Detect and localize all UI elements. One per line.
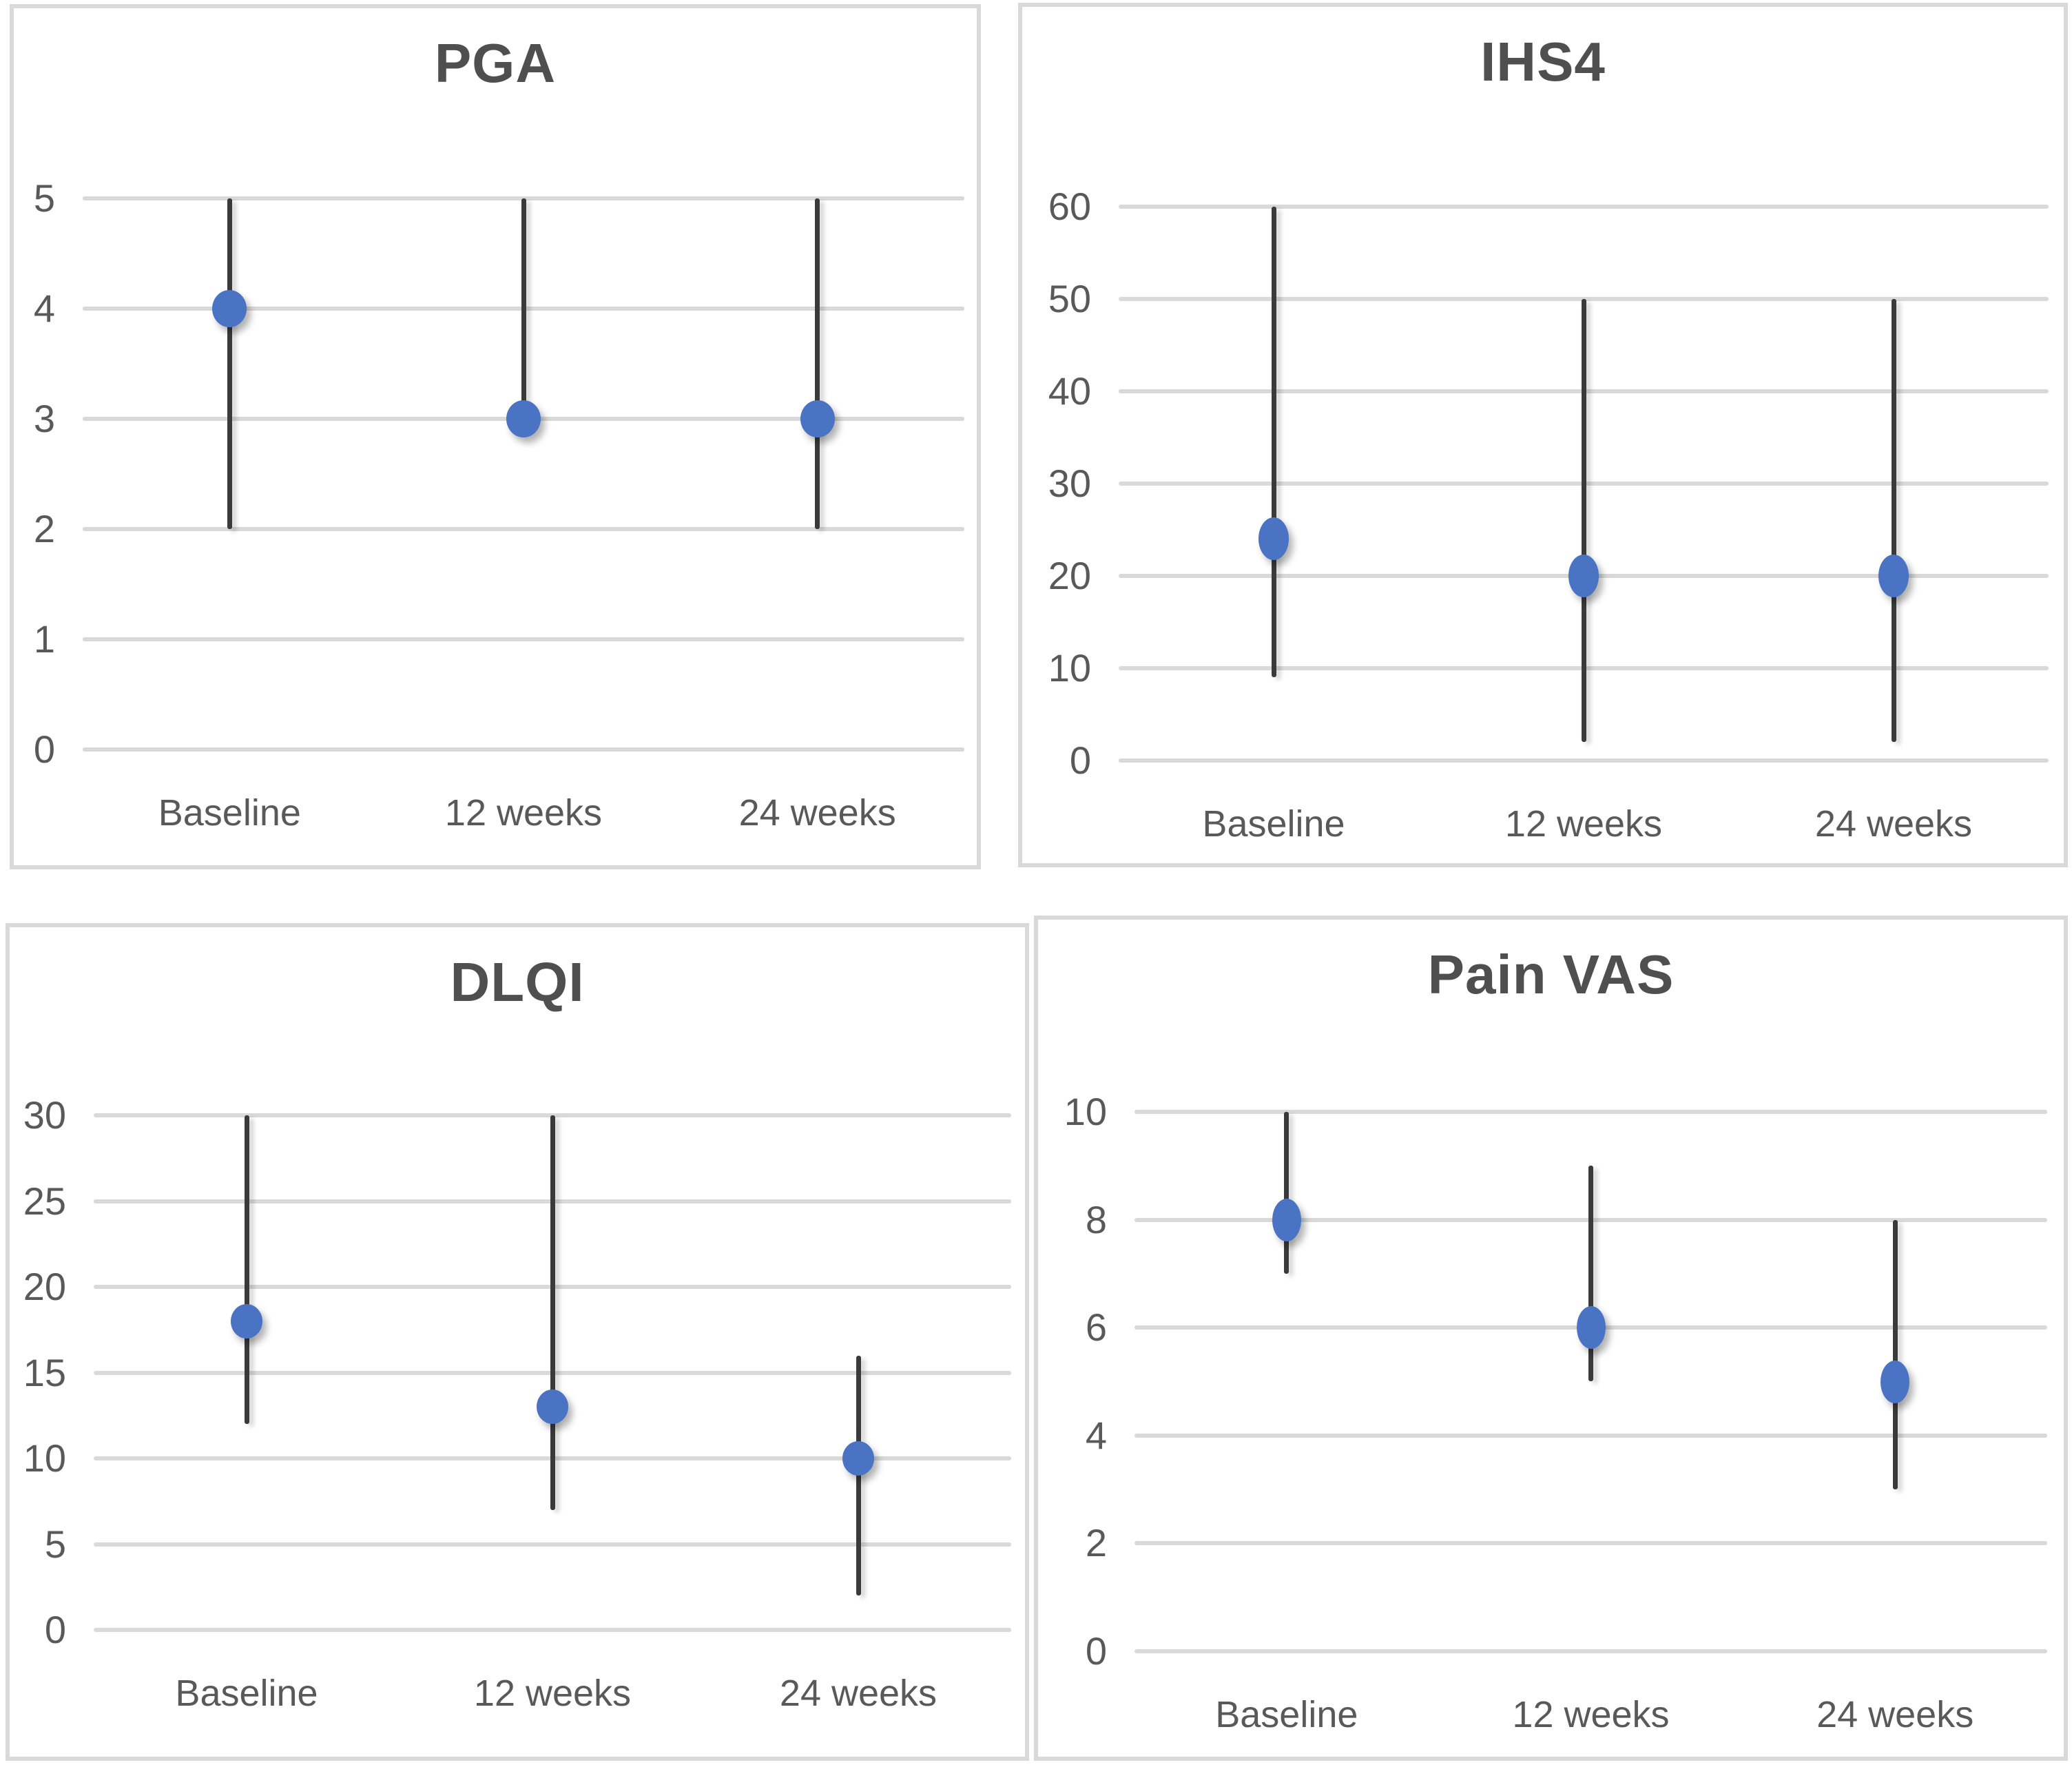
x-category-label: 12 weeks (444, 792, 603, 834)
y-axis-tick-label: 2 (33, 507, 55, 550)
error-bar (1284, 1112, 1289, 1274)
y-axis-tick-label: 0 (33, 727, 55, 771)
y-axis-tick-label: 4 (1085, 1413, 1107, 1457)
gridline (1135, 1541, 2047, 1546)
error-bar (1588, 1166, 1593, 1382)
error-bar (227, 198, 232, 529)
y-axis-tick-label: 25 (23, 1179, 66, 1223)
y-axis-tick-label: 1 (33, 617, 55, 661)
data-point-marker (1576, 1306, 1606, 1350)
gridline (83, 747, 964, 752)
data-point-marker (842, 1441, 874, 1476)
x-category-label: Baseline (1215, 1694, 1358, 1735)
gridline (1119, 205, 2049, 209)
data-point-marker (537, 1389, 568, 1425)
data-point-marker (1881, 1360, 1910, 1403)
y-axis-tick-label: 40 (1048, 369, 1091, 413)
y-axis-tick-label: 10 (1064, 1090, 1107, 1133)
error-bar (244, 1115, 249, 1425)
data-point-marker (1258, 517, 1289, 561)
chart-title: IHS4 (1480, 31, 1606, 92)
y-axis-tick-label: 0 (1085, 1629, 1107, 1673)
data-point-marker (212, 290, 247, 327)
error-bar (521, 198, 526, 419)
gridline (83, 527, 964, 531)
x-category-label: 12 weeks (1504, 803, 1663, 845)
error-bar (815, 198, 820, 529)
error-bar (1581, 299, 1586, 743)
y-axis-tick-label: 60 (1048, 185, 1091, 228)
error-bar (1891, 299, 1896, 743)
error-bar (1271, 207, 1276, 678)
gridline (83, 637, 964, 641)
data-point-marker (1568, 555, 1599, 597)
y-axis-tick-label: 20 (23, 1265, 66, 1308)
data-point-marker (1272, 1198, 1301, 1241)
y-axis-tick-label: 3 (33, 397, 55, 440)
x-category-label: 12 weeks (473, 1673, 632, 1714)
x-category-label: Baseline (175, 1673, 318, 1714)
error-bar (550, 1115, 555, 1510)
chart-title: PGA (434, 32, 557, 94)
gridline (1135, 1433, 2047, 1438)
x-category-label: Baseline (158, 792, 301, 834)
x-category-label: Baseline (1202, 803, 1345, 845)
y-axis-tick-label: 15 (23, 1350, 66, 1394)
chart-panel-dlqi: DLQI 30 25 20 15 10 5 0 Baseline 12 weeks 24 weeks (6, 923, 1029, 1761)
x-category-label: 24 weeks (1816, 1694, 1974, 1735)
chart-panel-pga: PGA 5 4 3 2 1 0 Baseline 12 weeks 24 weeks (10, 4, 981, 869)
data-point-marker (1878, 555, 1909, 597)
y-axis-tick-label: 30 (23, 1093, 66, 1137)
gridline (94, 1542, 1011, 1547)
chart-title: Pain VAS (1427, 944, 1675, 1005)
y-axis-tick-label: 8 (1085, 1197, 1107, 1241)
gridline (1135, 1649, 2047, 1653)
y-axis-tick-label: 4 (33, 287, 55, 330)
y-axis-tick-label: 6 (1085, 1305, 1107, 1350)
x-category-label: 24 weeks (738, 792, 896, 834)
y-axis-tick-label: 0 (1069, 738, 1091, 782)
y-axis-tick-label: 5 (44, 1522, 66, 1566)
x-category-label: 24 weeks (779, 1673, 937, 1714)
y-axis-tick-label: 10 (1048, 646, 1091, 690)
gridline (1119, 758, 2049, 763)
data-point-marker (231, 1303, 262, 1339)
chart-panel-ihs4: IHS4 60 50 40 30 20 10 0 Baseline 12 weeks 24 week… (1018, 3, 2068, 867)
x-category-label: 12 weeks (1512, 1694, 1670, 1735)
data-point-marker (506, 400, 541, 437)
data-point-marker (800, 400, 835, 437)
y-axis-tick-label: 5 (33, 176, 55, 220)
y-axis-tick-label: 10 (23, 1436, 66, 1480)
chart-title: DLQI (450, 951, 585, 1013)
y-axis-tick-label: 50 (1048, 277, 1091, 320)
gridline (94, 1628, 1011, 1632)
chart-panel-pain-vas: Pain VAS 10 8 6 4 2 0 Baseline 12 weeks 24 weeks (1034, 916, 2068, 1761)
x-category-label: 24 weeks (1814, 803, 1973, 845)
error-bar (1892, 1219, 1898, 1490)
gridline (1135, 1110, 2047, 1114)
y-axis-tick-label: 30 (1048, 462, 1091, 505)
y-axis-tick-label: 0 (44, 1608, 66, 1651)
y-axis-tick-label: 20 (1048, 554, 1091, 597)
y-axis-tick-label: 2 (1085, 1521, 1107, 1565)
